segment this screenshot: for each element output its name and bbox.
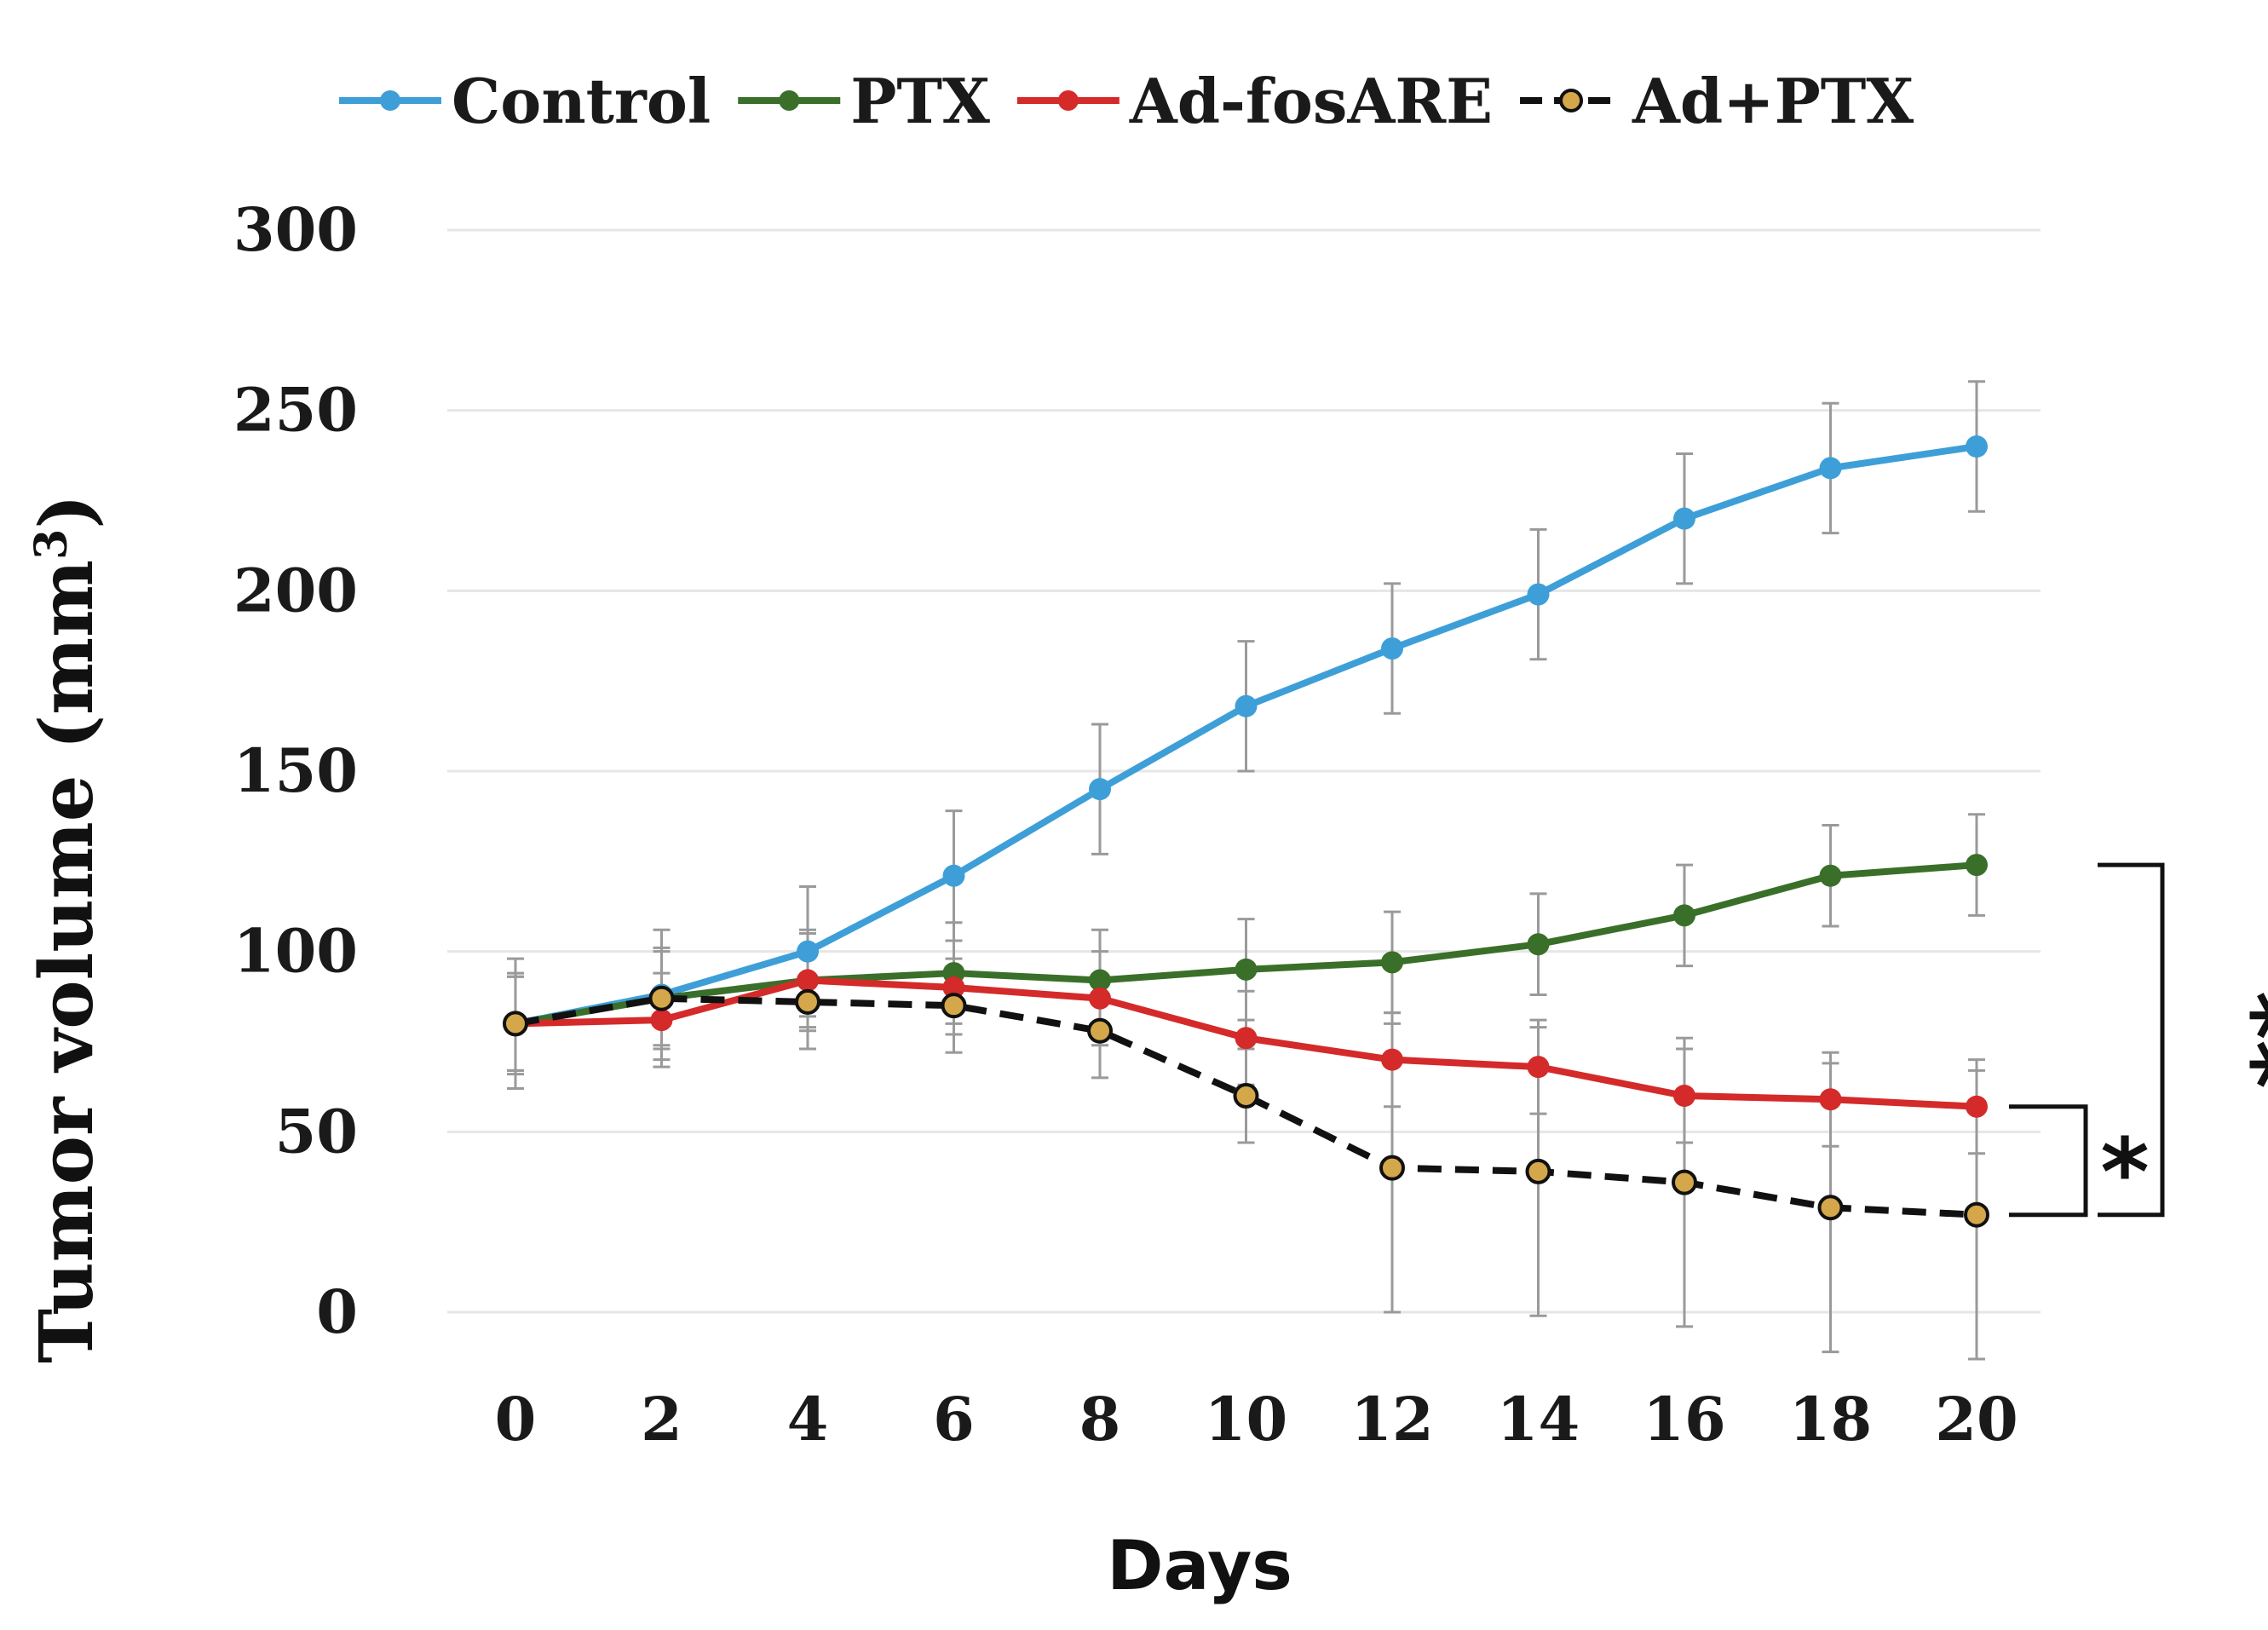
data-points — [503, 435, 1989, 1228]
significance-bracket: ** — [2098, 862, 2268, 1218]
data-point-ad-fosare — [1235, 1027, 1258, 1050]
data-point-ad-ptx — [1087, 1017, 1113, 1044]
x-axis-ticks: 0 2 4 6 8 10 12 14 16 18 20 — [495, 1384, 2018, 1454]
legend-label-control: Control — [452, 65, 711, 137]
significance-annotations: *** — [2009, 862, 2268, 1227]
data-point-ad-ptx — [503, 1011, 528, 1037]
y-tick-label: 0 — [316, 1276, 358, 1347]
x-tick-label: 18 — [1789, 1384, 1872, 1454]
x-tick-label: 8 — [1079, 1384, 1121, 1454]
data-point-ad-ptx — [1964, 1201, 1989, 1228]
legend-marker-ptx — [779, 90, 800, 111]
x-tick-label: 4 — [787, 1384, 829, 1454]
x-tick-label: 10 — [1205, 1384, 1287, 1454]
data-point-control — [1527, 583, 1550, 606]
series-line-ad-ptx — [515, 994, 1977, 1218]
x-tick-label: 6 — [933, 1384, 975, 1454]
legend-label-ad-fosare: Ad-fosARE — [1129, 65, 1493, 137]
data-point-control — [1089, 778, 1111, 801]
data-point-ad-ptx — [648, 985, 675, 1011]
data-point-control — [1966, 435, 1988, 458]
y-tick-label: 200 — [233, 555, 358, 625]
legend-marker-ad-fosare — [1057, 90, 1079, 111]
data-point-ad-fosare — [1819, 1088, 1842, 1111]
data-point-ad-fosare — [1527, 1056, 1550, 1079]
legend-marker-control — [380, 90, 400, 111]
data-point-ad-fosare — [942, 976, 965, 999]
y-axis-label: Tumor volume (mm3) — [24, 494, 110, 1363]
data-point-ad-ptx — [1233, 1083, 1259, 1109]
y-axis-label-main: Tumor volume (mm — [24, 560, 110, 1363]
y-axis-label-superscript: 3 — [26, 529, 78, 560]
significance-label: * — [2100, 1118, 2150, 1227]
data-point-ptx — [1381, 951, 1403, 974]
significance-bracket: * — [2009, 1104, 2150, 1227]
x-tick-label: 12 — [1350, 1384, 1433, 1454]
y-tick-label: 100 — [233, 916, 358, 987]
x-tick-label: 20 — [1935, 1384, 2018, 1454]
data-point-ad-fosare — [1089, 987, 1111, 1010]
data-point-ad-ptx — [1379, 1155, 1405, 1181]
y-tick-label: 50 — [275, 1096, 358, 1166]
data-point-ad-fosare — [1966, 1095, 1988, 1118]
legend: Control PTX Ad-fosARE Ad+PTX — [339, 65, 1914, 137]
y-tick-label: 300 — [233, 194, 358, 265]
y-axis-ticks: 0 50 100 150 200 250 300 — [233, 194, 358, 1347]
data-point-control — [942, 864, 965, 887]
grid-lines — [447, 228, 2041, 1314]
data-point-ptx — [1819, 864, 1842, 887]
data-point-ad-ptx — [1817, 1195, 1844, 1221]
y-axis-label-close: ) — [24, 494, 110, 529]
data-point-ad-ptx — [1672, 1169, 1697, 1195]
data-point-ad-ptx — [1525, 1158, 1551, 1184]
data-point-control — [797, 940, 819, 963]
data-point-ad-fosare — [1381, 1048, 1403, 1071]
legend-marker-ad-ptx — [1559, 89, 1584, 112]
data-point-ad-fosare — [1673, 1085, 1695, 1107]
error-bars — [507, 380, 1985, 1361]
y-tick-label: 250 — [233, 375, 358, 446]
x-tick-label: 2 — [641, 1384, 682, 1454]
data-point-control — [1235, 694, 1258, 717]
data-point-ad-ptx — [941, 993, 967, 1019]
data-point-control — [1381, 637, 1403, 660]
data-point-ptx — [1235, 958, 1258, 981]
data-point-ad-fosare — [797, 969, 819, 992]
data-point-ptx — [1089, 969, 1111, 992]
x-axis-label: Days — [1107, 1526, 1292, 1605]
bracket-line — [2009, 1104, 2088, 1218]
x-tick-label: 16 — [1643, 1384, 1725, 1454]
data-point-ptx — [1966, 854, 1988, 877]
legend-label-ad-ptx: Ad+PTX — [1632, 65, 1914, 137]
data-point-control — [1673, 507, 1695, 530]
bracket-line — [2098, 862, 2165, 1218]
x-tick-label: 14 — [1497, 1384, 1580, 1454]
y-tick-label: 150 — [233, 735, 358, 806]
x-tick-label: 0 — [495, 1384, 537, 1454]
data-point-ad-fosare — [650, 1009, 673, 1032]
data-point-ptx — [1673, 904, 1695, 927]
significance-label: ** — [2202, 991, 2268, 1089]
legend-label-ptx: PTX — [850, 65, 990, 137]
data-point-ad-ptx — [795, 988, 820, 1015]
data-point-control — [1819, 457, 1842, 480]
data-point-ptx — [1527, 933, 1550, 956]
